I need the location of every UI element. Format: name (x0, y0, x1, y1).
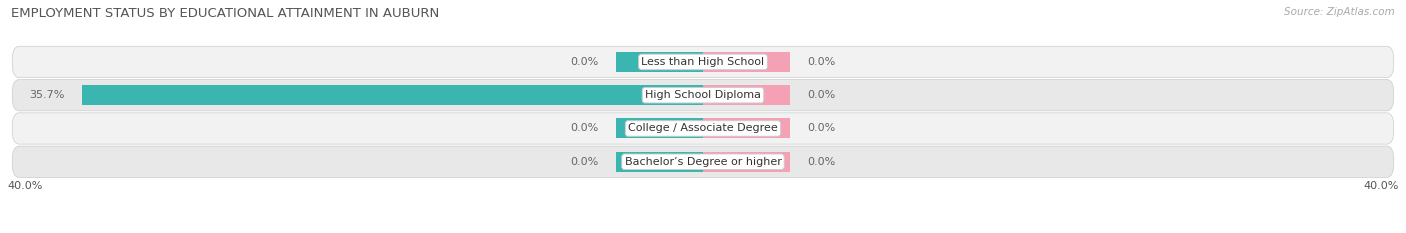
Text: Bachelor’s Degree or higher: Bachelor’s Degree or higher (624, 157, 782, 167)
Text: EMPLOYMENT STATUS BY EDUCATIONAL ATTAINMENT IN AUBURN: EMPLOYMENT STATUS BY EDUCATIONAL ATTAINM… (11, 7, 440, 20)
Bar (703, 152, 790, 172)
Text: 40.0%: 40.0% (1364, 181, 1399, 191)
Bar (703, 85, 790, 105)
Text: 0.0%: 0.0% (807, 57, 835, 67)
Text: 0.0%: 0.0% (807, 90, 835, 100)
FancyBboxPatch shape (13, 146, 1393, 177)
Text: 40.0%: 40.0% (7, 181, 42, 191)
Text: Less than High School: Less than High School (641, 57, 765, 67)
Bar (703, 52, 790, 72)
FancyBboxPatch shape (13, 79, 1393, 111)
Text: High School Diploma: High School Diploma (645, 90, 761, 100)
Text: 0.0%: 0.0% (807, 157, 835, 167)
Bar (82, 85, 703, 105)
Bar (703, 119, 790, 138)
Bar (616, 52, 703, 72)
Text: 35.7%: 35.7% (30, 90, 65, 100)
Text: Source: ZipAtlas.com: Source: ZipAtlas.com (1284, 7, 1395, 17)
Bar (616, 152, 703, 172)
Bar (616, 119, 703, 138)
FancyBboxPatch shape (13, 46, 1393, 78)
FancyBboxPatch shape (13, 113, 1393, 144)
Text: 0.0%: 0.0% (571, 57, 599, 67)
Text: 0.0%: 0.0% (807, 123, 835, 134)
Text: 0.0%: 0.0% (571, 123, 599, 134)
Text: College / Associate Degree: College / Associate Degree (628, 123, 778, 134)
Text: 0.0%: 0.0% (571, 157, 599, 167)
